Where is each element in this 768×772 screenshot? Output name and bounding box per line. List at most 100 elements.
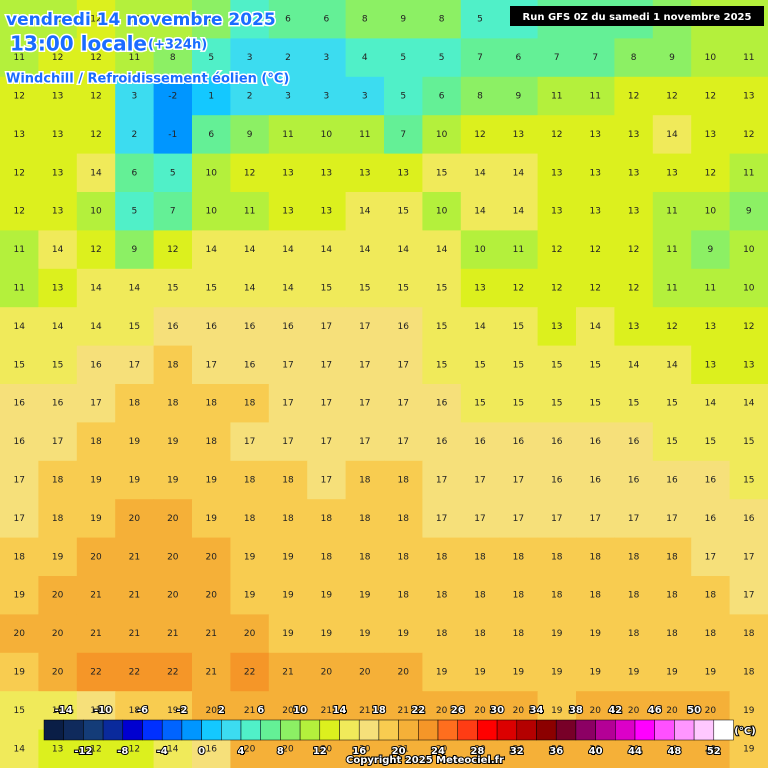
- temp-value: 12: [90, 130, 101, 140]
- temp-value: 17: [705, 552, 716, 562]
- temp-value: 20: [13, 629, 25, 639]
- temp-value: 19: [551, 668, 563, 678]
- temp-cell: [576, 652, 615, 692]
- temp-cell: [0, 576, 39, 615]
- temp-cell: [460, 307, 500, 347]
- temp-cell: [537, 422, 577, 462]
- temp-value: 13: [628, 322, 639, 332]
- temp-cell: [652, 384, 692, 423]
- temp-value: 18: [513, 552, 525, 562]
- temp-value: 20: [244, 744, 256, 754]
- temp-value: 12: [90, 15, 101, 25]
- temp-cell: [576, 192, 615, 231]
- temp-cell: [460, 268, 500, 308]
- temp-value: 13: [666, 168, 677, 178]
- temp-value: 2: [247, 92, 253, 102]
- temp-cell: [76, 537, 116, 577]
- temp-value: 11: [589, 92, 600, 102]
- temp-cell: [652, 460, 692, 500]
- temp-value: 18: [13, 552, 25, 562]
- temp-value: 20: [474, 706, 486, 716]
- temp-value: 14: [474, 207, 486, 217]
- temp-cell: [0, 268, 39, 308]
- temp-cell: [0, 460, 39, 500]
- scale-tick-label: -4: [157, 746, 168, 757]
- temp-cell: [192, 0, 231, 39]
- temp-cell: [576, 345, 615, 385]
- temp-cell: [384, 576, 423, 615]
- scale-swatch: [201, 719, 222, 741]
- temp-cell: [729, 230, 768, 270]
- temp-cell: [76, 384, 116, 423]
- scale-tick-label: 30: [490, 705, 504, 716]
- temp-cell: [307, 76, 347, 116]
- temp-value: 19: [628, 668, 640, 678]
- temp-value: 20: [205, 552, 217, 562]
- temp-value: 13: [551, 322, 562, 332]
- temp-cell: [729, 345, 768, 385]
- temp-cell: [192, 192, 231, 231]
- temp-cell: [384, 192, 423, 231]
- temp-value: 19: [321, 591, 333, 601]
- temp-value: 17: [628, 514, 639, 524]
- temp-value: 18: [52, 476, 64, 486]
- scale-tick-label: 32: [510, 746, 524, 757]
- temp-value: 10: [436, 207, 448, 217]
- temp-value: 10: [743, 284, 755, 294]
- temp-value: 15: [359, 284, 370, 294]
- temp-cell: [192, 499, 231, 539]
- temp-value: 17: [52, 437, 63, 447]
- temp-cell: [614, 192, 654, 231]
- temp-value: 20: [474, 744, 486, 754]
- temp-cell: [460, 345, 500, 385]
- temp-value: 9: [708, 245, 714, 255]
- temp-cell: [499, 384, 539, 423]
- temp-cell: [153, 499, 193, 539]
- temp-cell: [729, 422, 768, 462]
- temp-cell: [76, 614, 116, 654]
- temp-value: 15: [666, 437, 677, 447]
- temp-value: 19: [205, 476, 217, 486]
- temp-value: 13: [628, 130, 639, 140]
- temp-cell: [38, 614, 78, 654]
- scale-swatch: [142, 719, 163, 741]
- temp-cell: [38, 345, 78, 385]
- temp-cell: [345, 153, 385, 193]
- temp-value: 17: [743, 552, 754, 562]
- temp-value: 15: [397, 207, 408, 217]
- temp-cell: [729, 76, 768, 116]
- temp-value: 12: [705, 92, 716, 102]
- temp-cell: [652, 76, 692, 116]
- temp-cell: [422, 537, 462, 577]
- temp-value: 3: [362, 92, 368, 102]
- temp-value: 19: [90, 476, 102, 486]
- temp-cell: [537, 192, 577, 231]
- temp-value: 15: [743, 476, 754, 486]
- temp-cell: [729, 153, 768, 193]
- temp-value: 14: [359, 207, 371, 217]
- temp-cell: [0, 76, 39, 116]
- temp-value: 12: [90, 92, 101, 102]
- scale-tick-label: 6: [257, 705, 264, 716]
- temp-value: 19: [589, 668, 601, 678]
- temp-cell: [614, 76, 654, 116]
- field-title: Windchill / Refroidissement éolien (°C): [6, 72, 289, 87]
- temp-cell: [115, 614, 155, 654]
- temp-cell: [729, 537, 768, 577]
- temp-value: 19: [436, 668, 448, 678]
- temp-value: 18: [282, 476, 294, 486]
- scale-swatch: [674, 719, 695, 741]
- temp-cell: [268, 76, 308, 116]
- temp-cell: [460, 499, 500, 539]
- temp-cell: [307, 652, 347, 692]
- temp-value: 18: [397, 552, 409, 562]
- temp-cell: [614, 38, 654, 78]
- temp-cell: [268, 153, 308, 193]
- temp-value: 18: [551, 552, 563, 562]
- temp-value: 16: [205, 744, 217, 754]
- temp-cell: [460, 0, 500, 39]
- temp-cell: [384, 499, 423, 539]
- temp-cell: [192, 153, 231, 193]
- temp-value: 9: [132, 245, 138, 255]
- run-label: Run GFS 0Z du samedi 1 novembre 2025: [523, 12, 752, 23]
